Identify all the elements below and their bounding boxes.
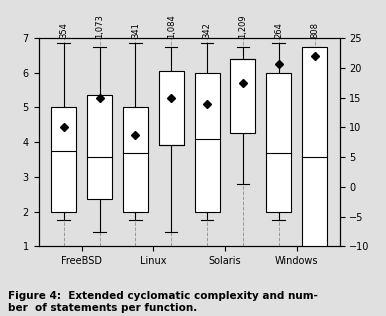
Text: 1,084: 1,084 xyxy=(167,14,176,38)
Text: Figure 4:  Extended cyclomatic complexity and num-
ber  of statements per functi: Figure 4: Extended cyclomatic complexity… xyxy=(8,291,318,313)
FancyBboxPatch shape xyxy=(195,73,220,212)
Text: 1,073: 1,073 xyxy=(95,14,104,38)
FancyBboxPatch shape xyxy=(230,59,256,133)
Text: 354: 354 xyxy=(59,22,68,38)
FancyBboxPatch shape xyxy=(87,94,112,199)
FancyBboxPatch shape xyxy=(123,107,148,212)
FancyBboxPatch shape xyxy=(266,73,291,212)
FancyBboxPatch shape xyxy=(51,107,76,212)
Text: 264: 264 xyxy=(274,22,283,38)
FancyBboxPatch shape xyxy=(302,47,327,246)
Text: 808: 808 xyxy=(310,22,319,38)
FancyBboxPatch shape xyxy=(159,71,184,145)
Text: 341: 341 xyxy=(131,22,140,38)
Text: 342: 342 xyxy=(203,22,212,38)
Text: 1,209: 1,209 xyxy=(239,14,247,38)
